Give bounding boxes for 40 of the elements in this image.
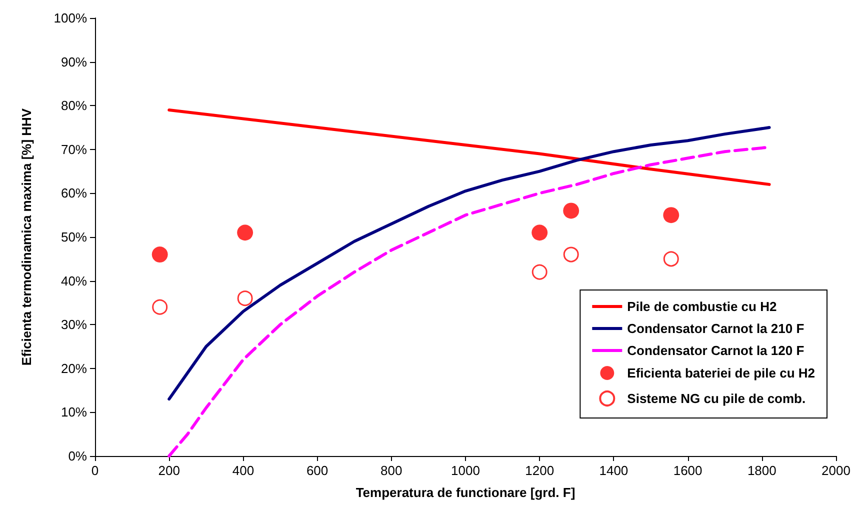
x-tick-label: 0 — [91, 463, 99, 478]
x-tick-label: 1600 — [673, 463, 702, 478]
y-tick-label: 90% — [60, 54, 88, 70]
point — [152, 299, 168, 315]
y-tick-label: 0% — [68, 448, 88, 464]
x-tick-label: 1800 — [747, 463, 776, 478]
point — [532, 264, 548, 280]
point — [237, 224, 254, 241]
x-tick-label: 1000 — [451, 463, 480, 478]
x-tick-label: 800 — [380, 463, 402, 478]
y-tick-label: 40% — [60, 273, 88, 288]
point — [532, 224, 548, 241]
point — [152, 246, 168, 263]
point — [563, 246, 579, 262]
line-series — [168, 108, 771, 186]
y-tick-label: 100% — [54, 10, 88, 26]
x-tick-label: 1200 — [525, 463, 554, 478]
legend-label: Sisteme NG cu pile de comb. — [627, 391, 806, 406]
point — [663, 207, 680, 224]
point — [563, 202, 580, 219]
point — [663, 251, 679, 267]
y-tick-label: 10% — [60, 404, 88, 420]
y-tick-label: 50% — [60, 230, 88, 244]
x-tick-label: 2000 — [822, 463, 850, 478]
x-tick-label: 200 — [158, 463, 180, 478]
y-axis-title: Eficienta termodinamica maxima [%] HHV — [19, 108, 34, 366]
x-axis-title: Temperatura de functionare [grd. F] — [356, 485, 576, 500]
y-tick-label: 80% — [60, 98, 88, 114]
y-tick-label: 60% — [60, 186, 88, 201]
x-tick-label: 400 — [232, 463, 254, 478]
point — [237, 290, 253, 306]
y-tick-label: 20% — [60, 360, 88, 376]
y-tick-label: 30% — [60, 317, 88, 332]
x-tick-label: 600 — [306, 463, 328, 478]
legend-label: Condensator Carnot la 210 F — [627, 321, 804, 336]
legend-label: Condensator Carnot la 120 F — [627, 343, 804, 358]
legend-label: Eficienta bateriei de pile cu H2 — [627, 366, 816, 380]
y-tick-label: 70% — [60, 142, 88, 157]
x-tick-label: 1400 — [599, 463, 628, 478]
legend-label: Pile de combustie cu H2 — [627, 299, 777, 314]
